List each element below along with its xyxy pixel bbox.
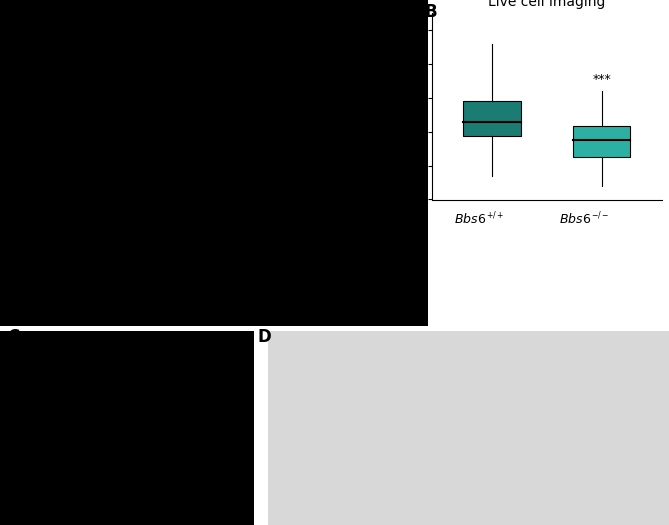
Bar [464,101,520,136]
Title: Live cell imaging: Live cell imaging [488,0,605,9]
Y-axis label: Average filopodia length (μm): Average filopodia length (μm) [387,13,399,200]
Text: C: C [7,328,19,346]
Text: ***: *** [593,72,611,86]
Text: $^{-/-}$: $^{-/-}$ [591,212,609,222]
Text: $Bbs6$: $Bbs6$ [454,212,486,226]
Text: D: D [258,328,272,346]
Text: $Bbs6$: $Bbs6$ [559,212,591,226]
Text: $^{+/+}$: $^{+/+}$ [486,212,505,222]
Text: B: B [425,3,438,20]
Text: A: A [7,3,19,20]
Bar [573,127,630,158]
